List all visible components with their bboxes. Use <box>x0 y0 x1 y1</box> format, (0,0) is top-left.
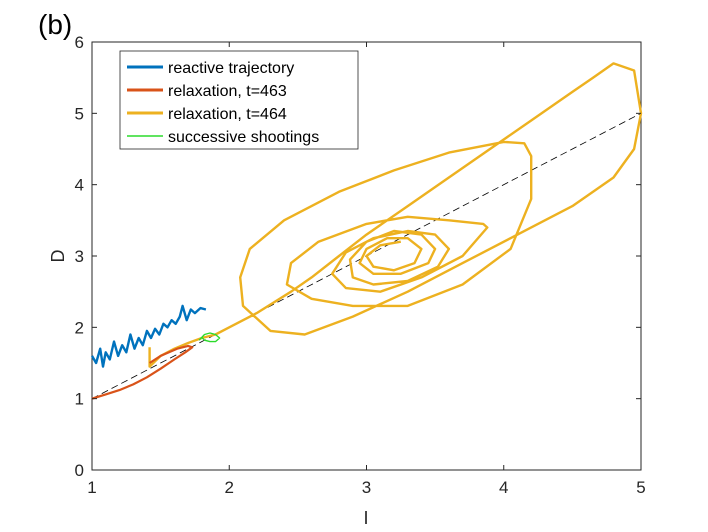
legend: reactive trajectory relaxation, t=463 re… <box>119 50 359 150</box>
x-tick-label: 3 <box>362 478 371 497</box>
series-successive-shootings <box>198 332 221 343</box>
y-tick-label: 3 <box>75 247 84 266</box>
panel-label: (b) <box>38 9 72 40</box>
x-tick-label: 5 <box>636 478 645 497</box>
x-tick-label: 1 <box>87 478 96 497</box>
plot-area <box>90 62 643 400</box>
y-tick-label: 1 <box>75 390 84 409</box>
y-tick-label: 2 <box>75 318 84 337</box>
series-relaxation-464 <box>148 62 643 368</box>
series-relaxation-463 <box>91 344 194 400</box>
x-axis-label: I <box>363 508 368 528</box>
legend-label-reactive: reactive trajectory <box>168 60 294 77</box>
y-tick-label: 0 <box>75 461 84 480</box>
x-tick-label: 2 <box>225 478 234 497</box>
legend-label-relax-463: relaxation, t=463 <box>168 83 287 100</box>
y-tick-label: 4 <box>75 176 84 195</box>
legend-label-shootings: successive shootings <box>168 129 319 146</box>
y-axis-label: D <box>48 250 68 263</box>
x-tick-label: 4 <box>499 478 508 497</box>
series-reactive-trajectory <box>90 304 207 368</box>
y-tick-label: 6 <box>75 33 84 52</box>
legend-label-relax-464: relaxation, t=464 <box>168 106 287 123</box>
y-tick-label: 5 <box>75 104 84 123</box>
